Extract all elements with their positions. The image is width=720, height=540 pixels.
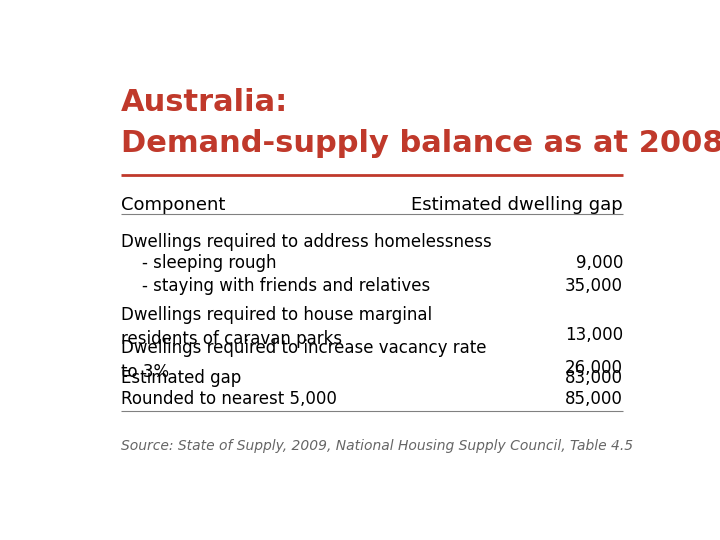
Text: 85,000: 85,000 xyxy=(565,390,623,408)
Text: Rounded to nearest 5,000: Rounded to nearest 5,000 xyxy=(121,390,336,408)
Text: - staying with friends and relatives: - staying with friends and relatives xyxy=(121,277,430,295)
Text: Component: Component xyxy=(121,196,225,214)
Text: Estimated dwelling gap: Estimated dwelling gap xyxy=(411,196,623,214)
Text: Dwellings required to address homelessness: Dwellings required to address homelessne… xyxy=(121,233,492,251)
Text: 83,000: 83,000 xyxy=(565,369,623,387)
Text: Australia:: Australia: xyxy=(121,87,288,117)
Text: 35,000: 35,000 xyxy=(565,277,623,295)
Text: Dwellings required to increase vacancy rate
to 3%: Dwellings required to increase vacancy r… xyxy=(121,339,486,381)
Text: Estimated gap: Estimated gap xyxy=(121,369,241,387)
Text: 13,000: 13,000 xyxy=(564,326,623,344)
Text: - sleeping rough: - sleeping rough xyxy=(121,254,276,272)
Text: Source: State of Supply, 2009, National Housing Supply Council, Table 4.5: Source: State of Supply, 2009, National … xyxy=(121,439,633,453)
Text: Dwellings required to house marginal
residents of caravan parks: Dwellings required to house marginal res… xyxy=(121,306,432,348)
Text: 26,000: 26,000 xyxy=(565,359,623,377)
Text: 9,000: 9,000 xyxy=(575,254,623,272)
Text: Demand-supply balance as at 2008: Demand-supply balance as at 2008 xyxy=(121,129,720,158)
